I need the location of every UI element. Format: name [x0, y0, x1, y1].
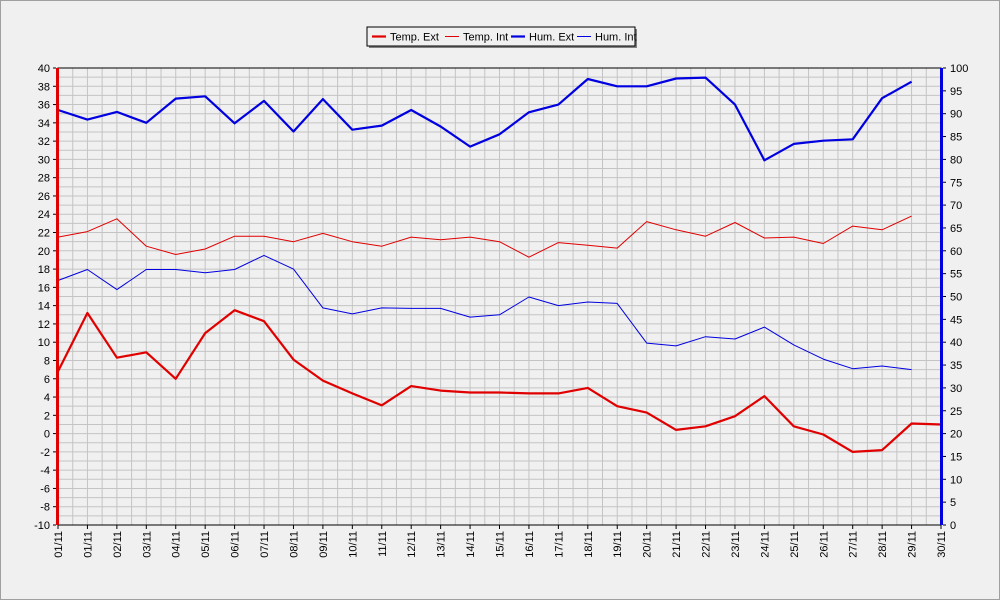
series-line-hum-int [57, 254, 912, 371]
x-tick-label: 20/11 [642, 531, 654, 558]
right-tick-label: 40 [950, 337, 962, 349]
x-tick-label: 15/11 [495, 531, 507, 558]
x-tick-label: 18/11 [583, 531, 595, 558]
x-tick-label: 19/11 [612, 531, 624, 558]
x-tick-label: 08/11 [288, 531, 300, 558]
x-tick-label: 05/11 [200, 531, 212, 558]
left-tick-label: 26 [38, 191, 50, 203]
right-tick-label: 45 [950, 314, 962, 326]
x-tick-label: 14/11 [465, 531, 477, 558]
x-tick-label: 01/11 [53, 531, 65, 558]
x-tick-label: 10/11 [347, 531, 359, 558]
left-tick-label: -10 [34, 520, 50, 532]
x-tick-label: 25/11 [789, 531, 801, 558]
x-axis-ticks: 01/11 01/11 02/11 03/11 04/11 05/11 06/11 07/11… [53, 525, 948, 558]
left-tick-label: 4 [44, 392, 50, 404]
x-tick-label: 27/11 [848, 531, 860, 558]
x-tick-label: 16/11 [524, 531, 536, 558]
x-tick-label: 07/11 [259, 531, 271, 558]
x-tick-label: 13/11 [436, 531, 448, 558]
legend-label: Hum. Ext [529, 32, 574, 44]
right-tick-label: 0 [950, 520, 956, 532]
legend-label: Temp. Int [463, 32, 508, 44]
right-tick-label: 55 [950, 269, 962, 281]
x-tick-label: 22/11 [701, 531, 713, 558]
right-tick-label: 70 [950, 200, 962, 212]
right-tick-label: 5 [950, 497, 956, 509]
right-tick-label: 50 [950, 292, 962, 304]
left-tick-label: 14 [38, 301, 50, 313]
left-tick-label: 18 [38, 264, 50, 276]
right-tick-label: 100 [950, 63, 968, 75]
left-tick-label: 40 [38, 63, 50, 75]
left-tick-label: 38 [38, 81, 50, 93]
x-tick-label: 21/11 [671, 531, 683, 558]
x-tick-label: 06/11 [230, 531, 242, 558]
x-tick-label: 11/11 [377, 531, 389, 557]
x-tick-label: 02/11 [112, 531, 124, 558]
legend: Temp. Ext Temp. Int Hum. Ext Hum. Int [366, 26, 637, 48]
right-tick-label: 35 [950, 360, 962, 372]
right-tick-label: 30 [950, 383, 962, 395]
x-tick-label: 24/11 [759, 531, 771, 558]
left-tick-label: -4 [40, 465, 50, 477]
right-tick-label: 65 [950, 223, 962, 235]
left-tick-label: 34 [38, 118, 50, 130]
series-group [57, 76, 942, 453]
series-line-temp-int [57, 215, 912, 258]
series-line-hum-ext [57, 76, 913, 162]
left-tick-label: 16 [38, 282, 50, 294]
left-tick-label: -8 [40, 502, 50, 514]
right-tick-label: 95 [950, 86, 962, 98]
left-tick-label: 30 [38, 154, 50, 166]
left-tick-label: 0 [44, 429, 50, 441]
left-tick-label: 28 [38, 173, 50, 185]
right-tick-label: 90 [950, 109, 962, 121]
left-tick-label: 20 [38, 246, 50, 258]
left-tick-label: 6 [44, 374, 50, 386]
right-tick-label: 80 [950, 154, 962, 166]
x-tick-label: 03/11 [141, 531, 153, 558]
legend-box [366, 26, 636, 47]
left-tick-label: 10 [38, 337, 50, 349]
series-line-temp-ext [57, 309, 942, 453]
right-axis-ticks: 0 5 10 15 20 25 30 35 40 45 50 55 60 65 70 75 80 85 90 95 10… [943, 63, 968, 532]
axes [56, 67, 943, 526]
x-tick-label: 29/11 [907, 531, 919, 558]
x-tick-label: 12/11 [406, 531, 418, 558]
left-tick-label: 8 [44, 355, 50, 367]
x-tick-label: 09/11 [318, 531, 330, 558]
grid [57, 67, 942, 526]
right-tick-label: 20 [950, 429, 962, 441]
legend-label: Temp. Ext [390, 32, 439, 44]
left-axis-ticks: -10-8-6-4-202468101214161820222426283032… [34, 63, 56, 532]
left-tick-label: 2 [44, 410, 50, 422]
legend-label: Hum. Int [595, 32, 637, 44]
left-tick-label: 36 [38, 100, 50, 112]
left-tick-label: -6 [40, 483, 50, 495]
right-tick-label: 15 [950, 451, 962, 463]
left-tick-label: 22 [38, 228, 50, 240]
x-tick-label: 26/11 [818, 531, 830, 558]
left-tick-label: 24 [38, 209, 50, 221]
left-tick-label: 12 [38, 319, 50, 331]
x-tick-label: 17/11 [553, 531, 565, 558]
right-tick-label: 85 [950, 132, 962, 144]
x-tick-label: 30/11 [936, 531, 948, 558]
left-tick-label: -2 [40, 447, 50, 459]
right-tick-label: 60 [950, 246, 962, 258]
x-tick-label: 23/11 [730, 531, 742, 558]
x-tick-label: 01/11 [82, 531, 94, 558]
left-tick-label: 32 [38, 136, 50, 148]
x-tick-label: 28/11 [877, 531, 889, 558]
x-tick-label: 04/11 [171, 531, 183, 558]
right-tick-label: 75 [950, 177, 962, 189]
right-tick-label: 25 [950, 406, 962, 418]
right-tick-label: 10 [950, 474, 962, 486]
